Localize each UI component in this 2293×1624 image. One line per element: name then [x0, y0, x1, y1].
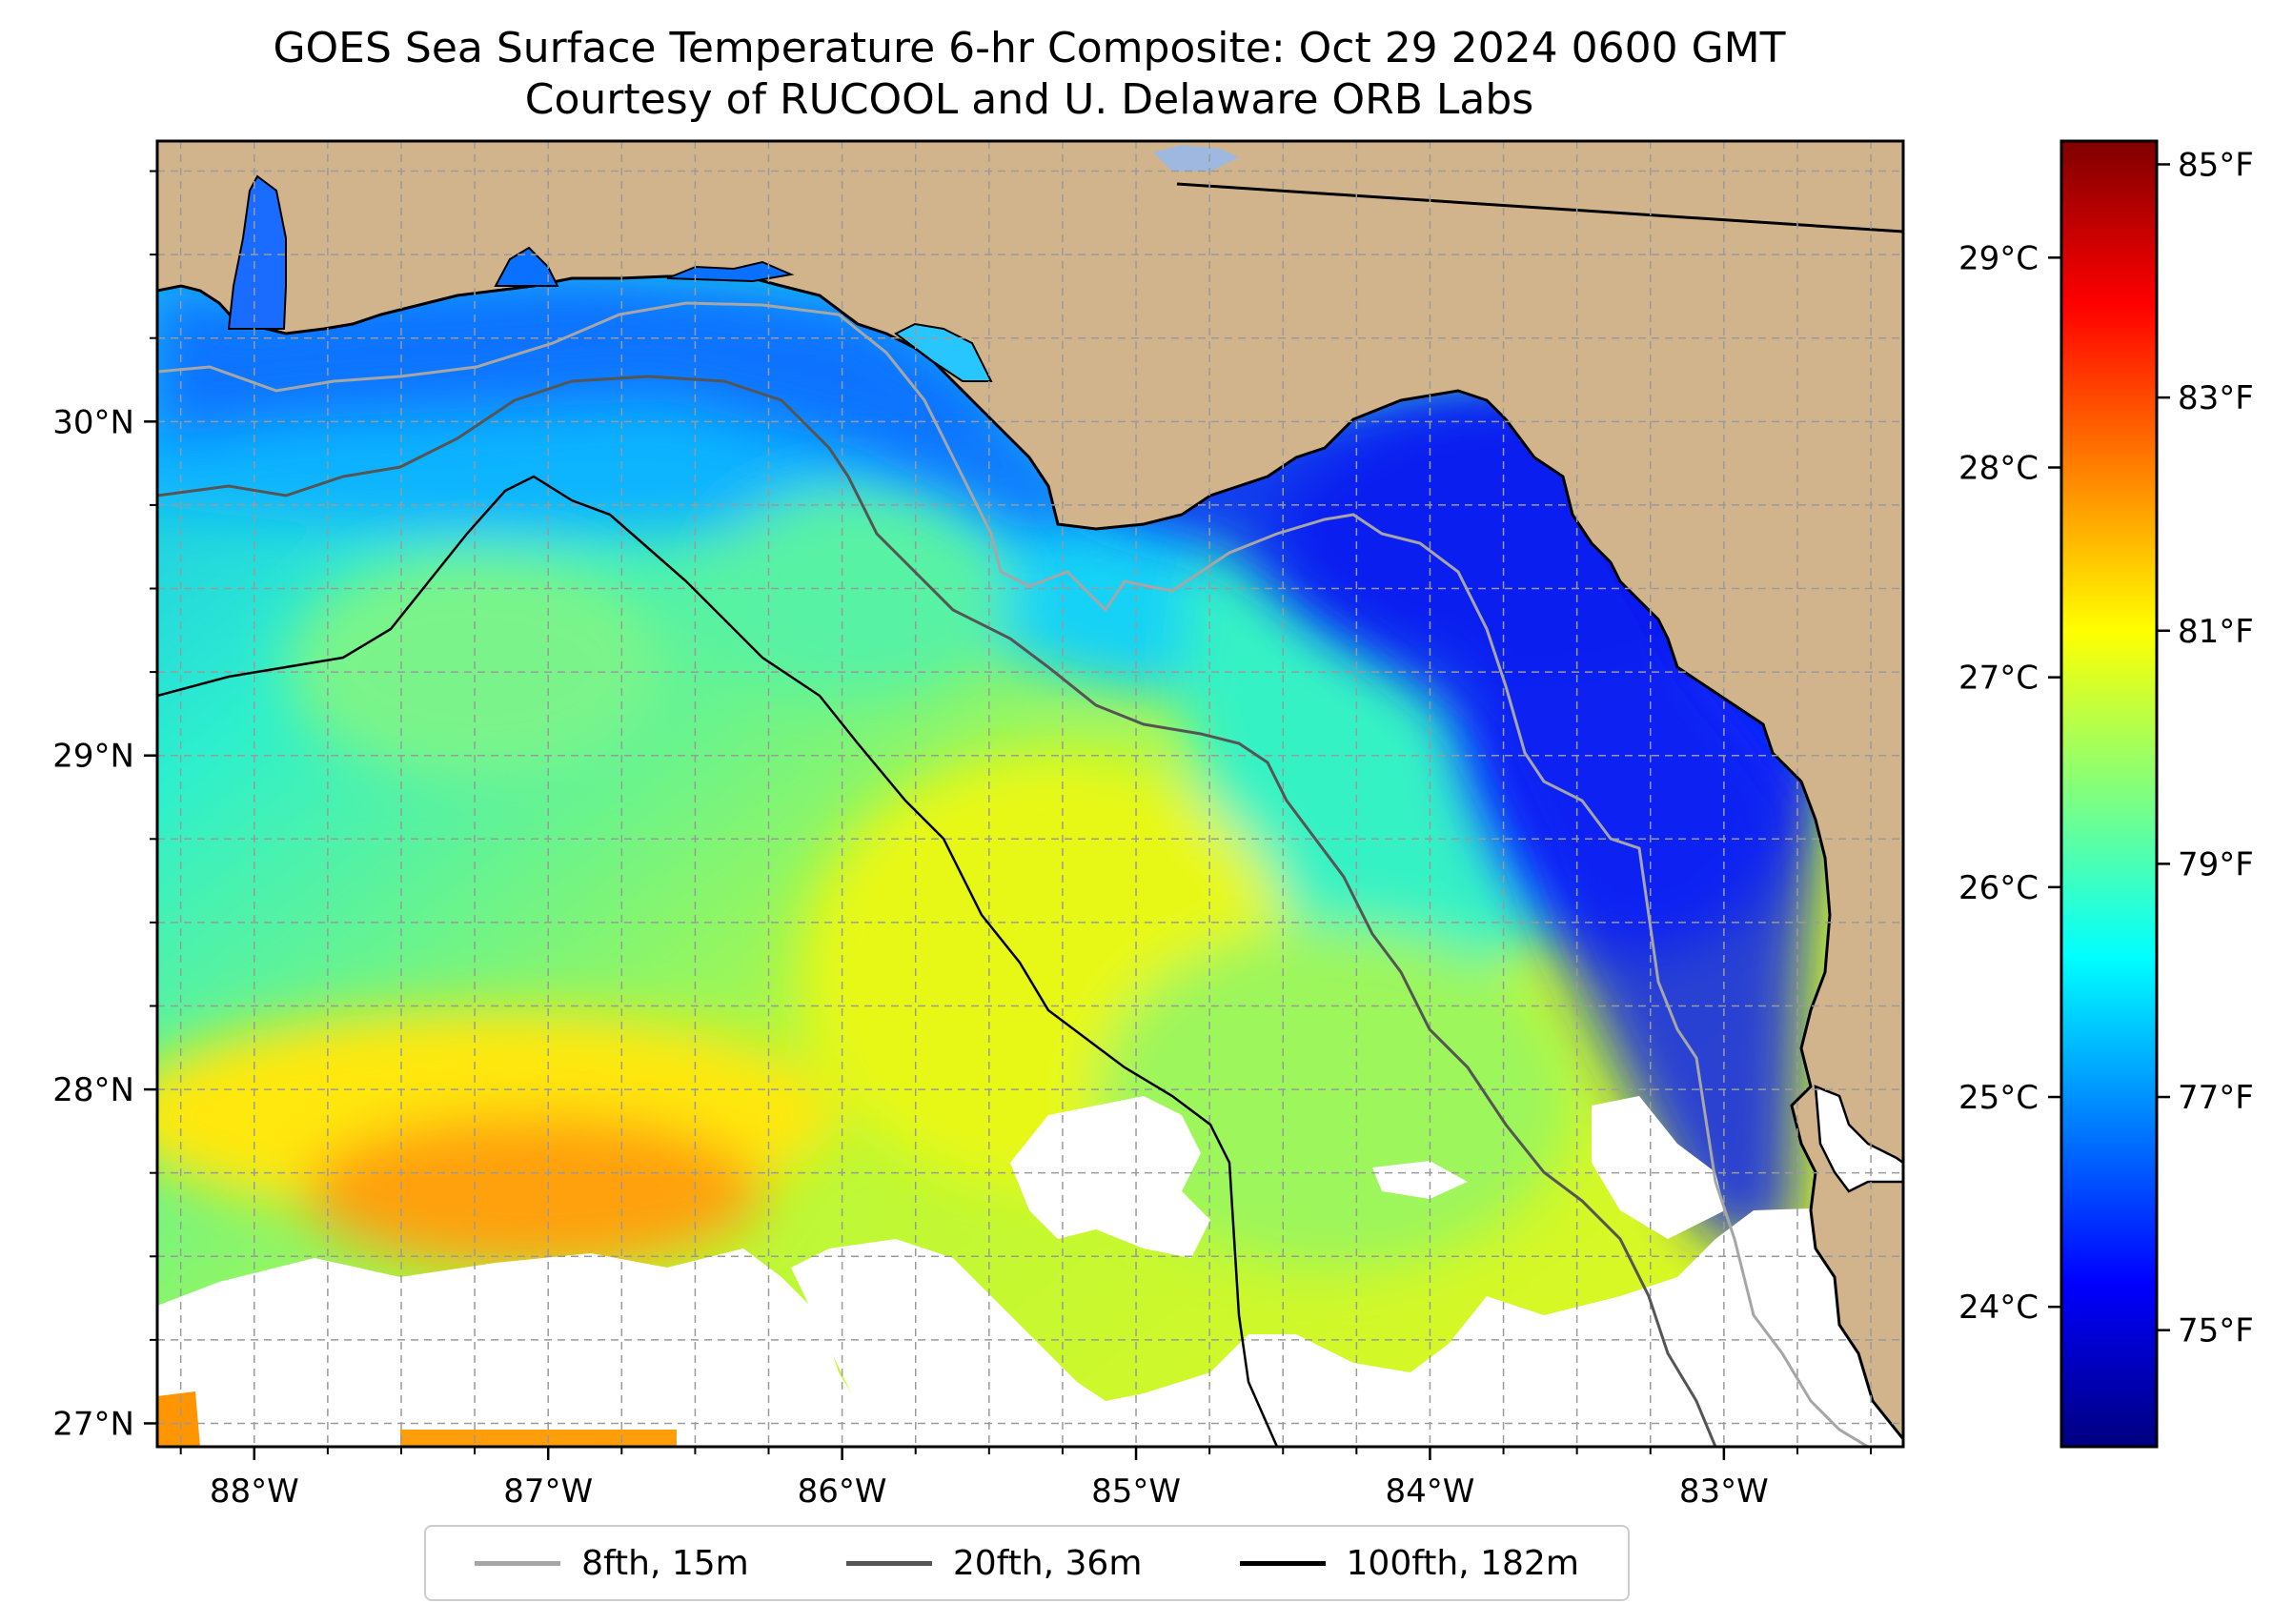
- contour-100fth: [157, 475, 1279, 1447]
- contour-legend: 8fth, 15m 20fth, 36m 100fth, 182m: [424, 1525, 1630, 1601]
- celsius-tick-label: 26°C: [1958, 869, 2039, 907]
- chart-title: GOES Sea Surface Temperature 6-hr Compos…: [273, 24, 1786, 72]
- lon-tick-label: 88°W: [210, 1472, 299, 1511]
- fahrenheit-tick-label: 85°F: [2178, 146, 2254, 184]
- legend-line-8fth: [475, 1560, 561, 1566]
- map-area: [157, 141, 1903, 1447]
- latitude-axis: 30°N 29°N 28°N 27°N: [52, 170, 157, 1443]
- lat-tick-label: 28°N: [52, 1071, 134, 1109]
- contour-8fth: [157, 301, 1869, 1447]
- longitude-axis: 88°W 87°W 86°W 85°W 84°W 83°W: [179, 1447, 1873, 1511]
- legend-label-20fth: 20fth, 36m: [952, 1543, 1143, 1583]
- no-data-region: [157, 1248, 877, 1447]
- lat-tick-label: 29°N: [52, 738, 134, 776]
- fahrenheit-tick-label: 77°F: [2178, 1079, 2254, 1117]
- celsius-tick-label: 29°C: [1958, 239, 2039, 277]
- legend-entry-100fth: 100fth, 182m: [1239, 1543, 1579, 1583]
- lat-tick-label: 27°N: [52, 1405, 134, 1443]
- legend-label-8fth: 8fth, 15m: [581, 1543, 749, 1583]
- celsius-tick-label: 24°C: [1958, 1289, 2039, 1327]
- legend-label-100fth: 100fth, 182m: [1346, 1543, 1579, 1583]
- map-gridlines: [157, 141, 1903, 1447]
- celsius-tick-label: 28°C: [1958, 450, 2039, 488]
- lat-tick-label: 30°N: [52, 403, 134, 441]
- colorbar-fahrenheit-axis: 75°F 77°F 79°F 81°F 83°F 85°F: [2157, 146, 2254, 1350]
- lon-tick-label: 85°W: [1091, 1472, 1181, 1511]
- legend-entry-8fth: 8fth, 15m: [475, 1544, 749, 1583]
- fahrenheit-tick-label: 83°F: [2178, 379, 2254, 417]
- celsius-tick-label: 25°C: [1958, 1079, 2039, 1117]
- lon-tick-label: 84°W: [1386, 1472, 1475, 1511]
- contour-20fth: [157, 375, 1717, 1447]
- fahrenheit-tick-label: 81°F: [2178, 613, 2254, 651]
- land-mass: [157, 141, 1903, 1442]
- legend-line-20fth: [845, 1560, 932, 1566]
- chart-subtitle: Courtesy of RUCOOL and U. Delaware ORB L…: [524, 75, 1534, 124]
- lon-tick-label: 87°W: [503, 1472, 593, 1511]
- fahrenheit-tick-label: 75°F: [2178, 1312, 2254, 1350]
- celsius-tick-label: 27°C: [1958, 660, 2039, 698]
- lon-tick-label: 83°W: [1679, 1472, 1769, 1511]
- fahrenheit-tick-label: 79°F: [2178, 845, 2254, 883]
- colorbar: [2060, 139, 2159, 1449]
- legend-entry-20fth: 20fth, 36m: [845, 1543, 1143, 1583]
- legend-line-100fth: [1239, 1560, 1326, 1566]
- lon-tick-label: 86°W: [798, 1472, 887, 1511]
- colorbar-celsius-axis: 24°C 25°C 26°C 27°C 28°C 29°C: [1958, 239, 2061, 1327]
- map-frame: [155, 139, 1905, 1449]
